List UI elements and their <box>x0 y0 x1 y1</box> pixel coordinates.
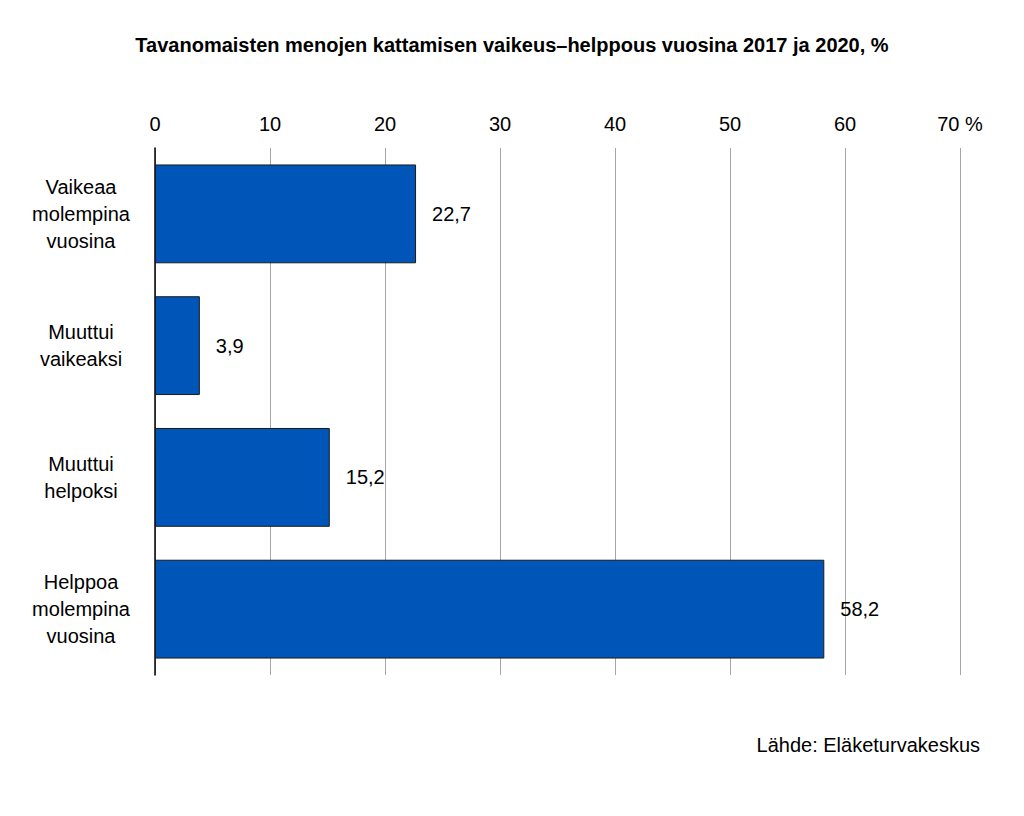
svg-text:70 %: 70 % <box>937 113 983 135</box>
svg-text:vaikeaksi: vaikeaksi <box>40 348 122 370</box>
svg-text:Muuttui: Muuttui <box>48 453 114 475</box>
svg-text:0: 0 <box>149 113 160 135</box>
svg-text:vuosina: vuosina <box>47 230 117 252</box>
svg-text:Muuttui: Muuttui <box>48 321 114 343</box>
svg-text:Tavanomaisten menojen kattamis: Tavanomaisten menojen kattamisen vaikeus… <box>135 34 888 56</box>
svg-text:15,2: 15,2 <box>346 466 385 488</box>
svg-text:molempina: molempina <box>32 598 131 620</box>
svg-text:Vaikeaa: Vaikeaa <box>46 176 118 198</box>
svg-text:vuosina: vuosina <box>47 625 117 647</box>
svg-text:58,2: 58,2 <box>840 598 879 620</box>
svg-text:20: 20 <box>374 113 396 135</box>
svg-text:30: 30 <box>489 113 511 135</box>
svg-text:40: 40 <box>604 113 626 135</box>
svg-text:60: 60 <box>834 113 856 135</box>
svg-text:3,9: 3,9 <box>216 335 244 357</box>
svg-text:helpoksi: helpoksi <box>44 480 117 502</box>
svg-text:10: 10 <box>259 113 281 135</box>
svg-text:50: 50 <box>719 113 741 135</box>
svg-text:22,7: 22,7 <box>432 203 471 225</box>
svg-text:molempina: molempina <box>32 203 131 225</box>
svg-text:Helppoa: Helppoa <box>44 571 119 593</box>
svg-text:Lähde: Eläketurvakeskus: Lähde: Eläketurvakeskus <box>757 734 980 756</box>
